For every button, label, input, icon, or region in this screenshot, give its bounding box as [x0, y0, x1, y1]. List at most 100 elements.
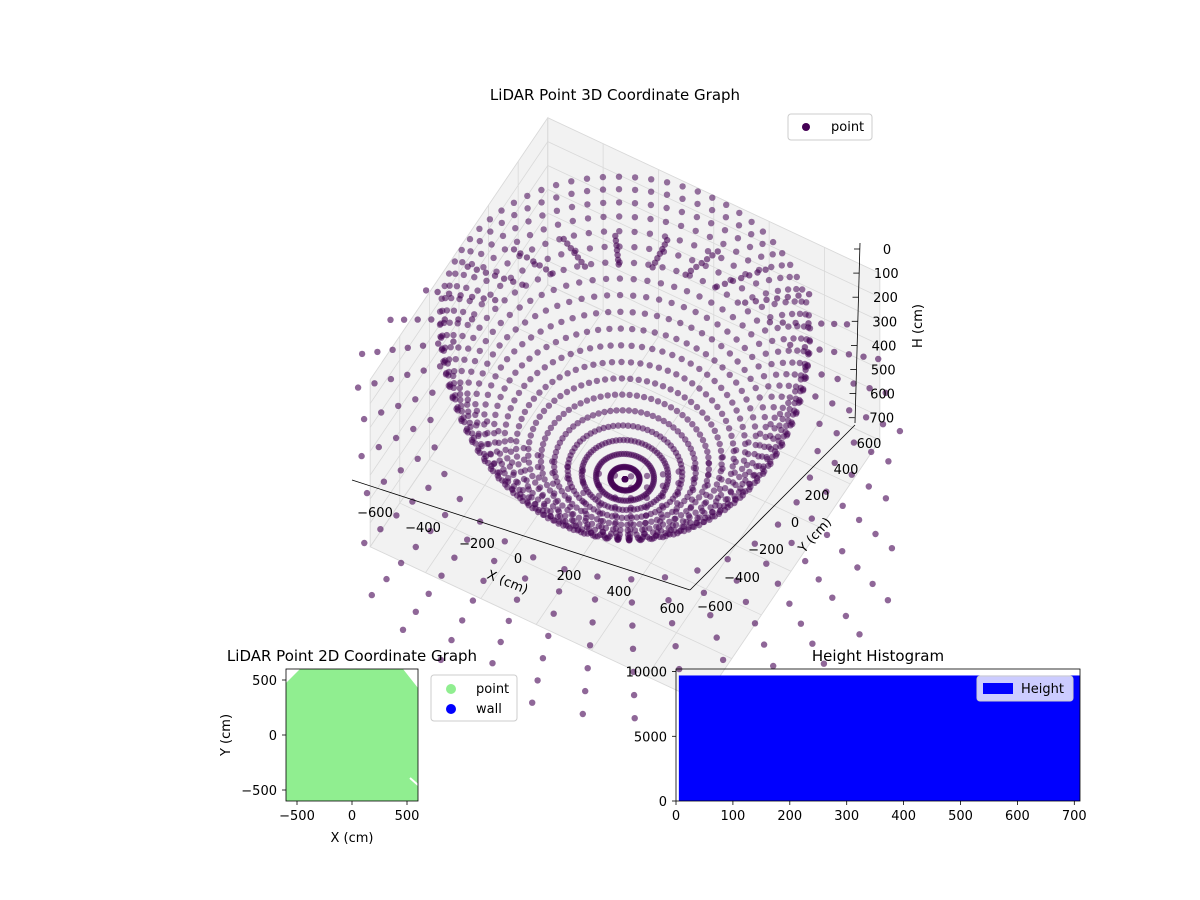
data-point	[667, 386, 674, 393]
data-point	[659, 482, 667, 489]
data-point	[660, 248, 668, 255]
data-point	[570, 517, 577, 524]
data-point	[568, 511, 575, 518]
data-point	[551, 419, 558, 427]
y-tick-label: 5000	[634, 730, 667, 745]
data-point	[475, 430, 482, 437]
data-point	[578, 295, 585, 302]
data-point	[651, 329, 658, 336]
data-point	[686, 514, 693, 521]
data-point	[605, 519, 613, 526]
data-point	[532, 479, 539, 486]
x-tick-label: 500	[948, 809, 973, 824]
data-point	[687, 398, 695, 406]
data-point	[476, 225, 483, 232]
legend-marker-point	[802, 123, 810, 131]
data-point	[489, 328, 496, 335]
data-point	[763, 560, 770, 567]
data-point	[492, 373, 499, 380]
data-point	[616, 228, 623, 235]
data-point	[537, 458, 545, 465]
data-point	[831, 348, 838, 356]
data-point	[733, 248, 740, 255]
data-point	[458, 408, 466, 415]
data-point	[529, 425, 537, 433]
data-point	[459, 308, 467, 316]
data-point	[753, 463, 760, 470]
data-point	[525, 452, 532, 459]
data-point	[412, 608, 419, 615]
data-point	[733, 577, 740, 584]
data-point	[680, 303, 688, 311]
data-point	[785, 399, 792, 407]
data-point	[774, 521, 782, 528]
data-point	[593, 377, 601, 385]
data-point	[629, 645, 637, 652]
data-point	[513, 438, 520, 445]
data-point	[659, 383, 667, 390]
data-point	[659, 521, 667, 528]
data-point	[693, 426, 700, 433]
z-tick-label: 700	[869, 412, 894, 427]
data-point	[768, 263, 775, 271]
data-point	[719, 465, 726, 472]
data-point	[521, 575, 529, 582]
data-point	[616, 275, 624, 282]
data-point	[461, 356, 468, 363]
data-point	[618, 358, 625, 366]
y-tick-label: 0	[791, 516, 799, 531]
data-point	[511, 289, 519, 296]
data-point	[665, 420, 672, 428]
data-point	[741, 366, 748, 374]
data-point	[547, 271, 554, 278]
data-point	[834, 375, 841, 383]
data-point	[755, 453, 762, 460]
x-tick-label: 600	[1005, 809, 1030, 824]
data-point	[675, 468, 682, 475]
data-point	[882, 389, 889, 396]
data-point	[776, 410, 784, 418]
data-point	[712, 284, 719, 291]
data-point	[734, 235, 742, 242]
data-point	[679, 518, 687, 525]
data-point	[527, 466, 534, 473]
data-point	[526, 355, 533, 362]
data-point	[518, 362, 526, 369]
data-point	[572, 247, 579, 254]
data-point	[794, 323, 801, 330]
data-point	[805, 291, 813, 298]
data-point	[716, 440, 723, 448]
data-point	[536, 484, 544, 491]
data-point	[648, 395, 655, 403]
x-tick-label: 200	[777, 809, 802, 824]
data-point	[512, 225, 519, 232]
data-point	[504, 484, 511, 491]
y-tick-label: −600	[697, 600, 733, 615]
data-point	[425, 484, 432, 491]
data-point	[539, 441, 547, 448]
data-point	[436, 321, 444, 328]
data-point	[839, 548, 846, 555]
data-point	[521, 408, 529, 416]
chart-2d: LiDAR Point 2D Coordinate Graph −500 0 500…	[219, 647, 518, 846]
data-point	[498, 219, 505, 227]
data-point	[701, 509, 708, 517]
data-point	[513, 492, 521, 499]
data-point	[796, 359, 803, 367]
data-point	[625, 407, 633, 414]
data-point	[404, 371, 411, 378]
data-point	[448, 636, 455, 644]
data-point	[678, 432, 685, 439]
data-point	[468, 430, 476, 437]
data-point	[875, 355, 882, 363]
data-point	[450, 331, 457, 339]
data-point	[483, 277, 490, 284]
data-point	[845, 351, 853, 358]
data-point	[665, 315, 672, 323]
data-point	[491, 557, 498, 565]
data-point	[515, 423, 523, 430]
data-point	[540, 407, 548, 415]
legend-marker-height	[983, 683, 1013, 694]
data-point	[471, 274, 478, 281]
data-point	[427, 416, 434, 424]
